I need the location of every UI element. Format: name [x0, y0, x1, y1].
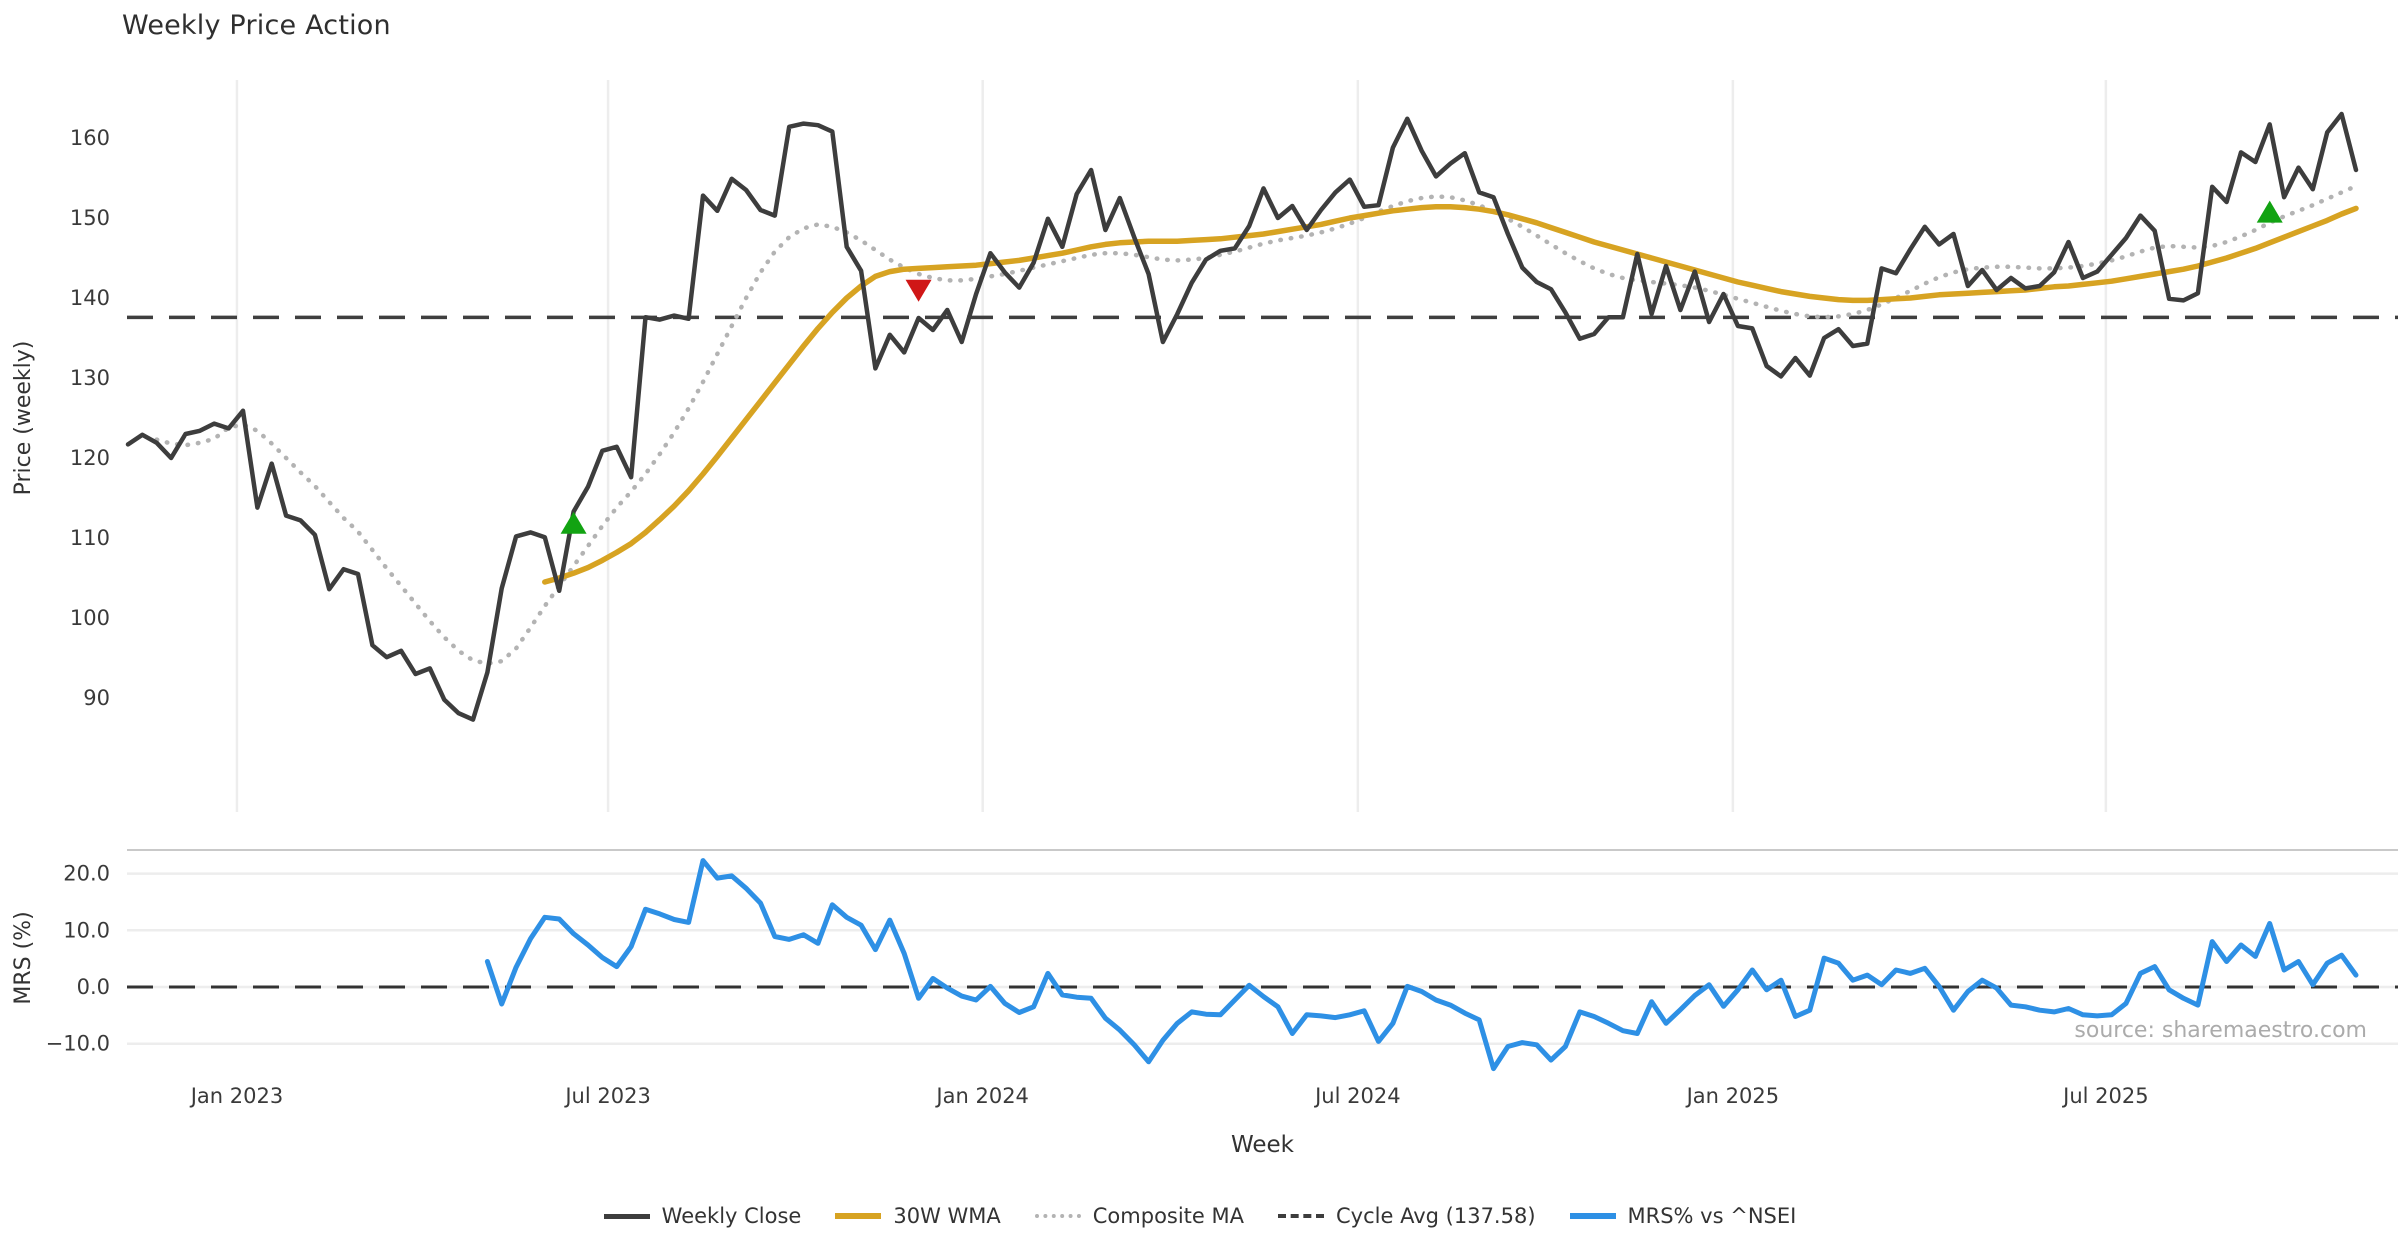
solid-line-swatch-icon: [835, 1213, 882, 1219]
legend-label: Weekly Close: [661, 1204, 802, 1228]
mrs-axis-tick-label: 0.0: [77, 975, 110, 999]
solid-line-swatch-icon: [603, 1213, 650, 1219]
weekly-close-line: [125, 111, 2359, 722]
chart-legend: Weekly Close 30W WMA Composite MA Cycle …: [0, 1204, 2400, 1228]
legend-item-30w-wma: 30W WMA: [835, 1204, 1001, 1228]
wma-line: [542, 204, 2359, 585]
price-axis-title: Price (weekly): [11, 341, 36, 496]
mrs-axis-tick-label: 10.0: [63, 918, 110, 942]
mrs-axis-tick-label: −10.0: [46, 1032, 110, 1056]
source-note: source: sharemaestro.com: [2074, 1018, 2367, 1043]
price-axis-tick-label: 90: [83, 686, 110, 710]
price-axis-tick-label: 130: [70, 366, 110, 390]
x-axis-title: Week: [1231, 1132, 1295, 1158]
price-axis-tick-label: 120: [70, 446, 110, 470]
x-axis-tick-label: Jan 2025: [1685, 1084, 1780, 1108]
buy-signal-triangle-up-icon: [560, 511, 587, 534]
x-axis-tick-label: Jul 2025: [2061, 1084, 2148, 1108]
legend-item-composite-ma: Composite MA: [1034, 1204, 1245, 1228]
legend-item-mrs: MRS% vs ^NSEI: [1569, 1204, 1797, 1228]
legend-label: MRS% vs ^NSEI: [1627, 1204, 1797, 1228]
buy-signal-triangle-up-icon: [2256, 200, 2283, 223]
dotted-line-swatch-icon: [1034, 1214, 1081, 1218]
composite-ma-line: [154, 183, 2359, 666]
sell-signal-triangle-down-icon: [905, 279, 932, 302]
price-axis-tick-label: 160: [70, 126, 110, 150]
price-axis-tick-label: 100: [70, 606, 110, 630]
legend-label: 30W WMA: [893, 1204, 1001, 1228]
solid-line-swatch-icon: [1569, 1213, 1616, 1219]
price-axis-tick-label: 150: [70, 206, 110, 230]
dashed-line-swatch-icon: [1278, 1214, 1325, 1218]
x-axis-tick-label: Jul 2023: [563, 1084, 650, 1108]
legend-label: Cycle Avg (137.58): [1336, 1204, 1536, 1228]
mrs-axis-tick-label: 20.0: [63, 862, 110, 886]
mrs-axis-title: MRS (%): [11, 911, 36, 1004]
mrs-line: [484, 858, 2359, 1072]
x-axis-tick-label: Jan 2023: [189, 1084, 284, 1108]
legend-item-weekly-close: Weekly Close: [603, 1204, 802, 1228]
price-axis-tick-label: 110: [70, 526, 110, 550]
legend-item-cycle-avg: Cycle Avg (137.58): [1278, 1204, 1536, 1228]
price-axis-tick-label: 140: [70, 286, 110, 310]
x-axis-tick-label: Jul 2024: [1313, 1084, 1400, 1108]
legend-label: Composite MA: [1092, 1204, 1245, 1228]
x-axis-tick-label: Jan 2024: [934, 1084, 1029, 1108]
chart-title: Weekly Price Action: [122, 10, 391, 41]
